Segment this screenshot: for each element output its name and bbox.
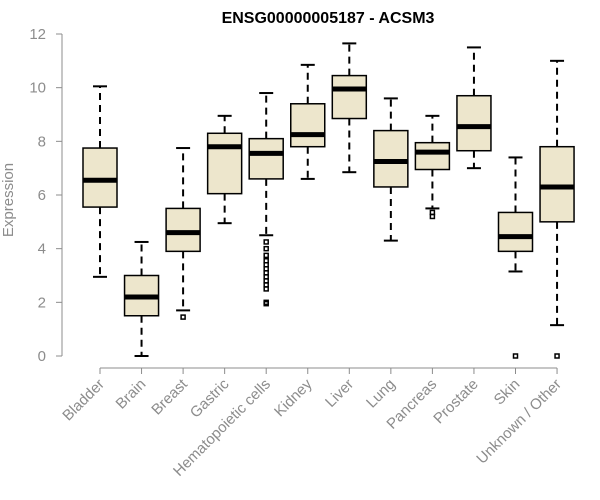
box-prostate (456, 46, 492, 170)
iqr-box (331, 74, 368, 120)
outlier-point (263, 300, 269, 307)
x-tick-label: Lung (363, 376, 399, 412)
iqr-box (539, 145, 575, 223)
iqr-box (456, 94, 492, 152)
box-bladder (82, 85, 118, 278)
box-unknown-other (539, 59, 575, 359)
outlier-point (263, 239, 269, 245)
y-tick-label: 2 (38, 294, 46, 311)
box-lung (373, 97, 409, 242)
x-tick-label: Kidney (271, 375, 316, 420)
outlier-point (554, 353, 560, 359)
box-kidney (290, 63, 326, 180)
outlier-point (429, 213, 436, 220)
x-tick-label: Liver (322, 376, 357, 411)
y-tick-label: 4 (38, 241, 46, 258)
x-tick-label: Bladder (59, 376, 108, 425)
y-tick-label: 0 (38, 348, 46, 365)
y-tick-label: 12 (29, 26, 46, 43)
box-pancreas (414, 114, 451, 220)
iqr-box (497, 211, 534, 253)
y-axis-label: Expression (0, 163, 17, 237)
iqr-box (373, 129, 409, 188)
outlier-point (263, 245, 269, 252)
iqr-box (165, 207, 201, 253)
y-tick-label: 6 (38, 187, 46, 204)
box-breast (165, 147, 201, 320)
iqr-box (414, 141, 451, 171)
box-skin (497, 156, 534, 359)
boxes-group (82, 42, 575, 359)
box-brain (123, 240, 160, 357)
chart-title: ENSG00000005187 - ACSM3 (222, 10, 435, 27)
iqr-box (290, 103, 326, 148)
box-gastric (206, 114, 243, 225)
y-tick-label: 10 (29, 80, 46, 97)
outlier-point (263, 286, 269, 292)
outlier-point (263, 252, 269, 259)
box-hematopoietic-cells (248, 92, 284, 307)
x-tick-label: Prostate (430, 376, 482, 428)
iqr-box (206, 132, 243, 195)
outlier-point (512, 353, 519, 359)
x-tick-label: Breast (148, 375, 191, 418)
box-liver (331, 42, 368, 174)
y-tick-label: 8 (38, 133, 46, 150)
iqr-box (248, 137, 284, 180)
outlier-point (180, 314, 186, 320)
y-axis: 0 2 4 6 8 10 12 (29, 26, 63, 365)
x-tick-label: Skin (491, 376, 524, 409)
x-tick-label: Brain (113, 376, 150, 413)
iqr-box (82, 147, 118, 208)
